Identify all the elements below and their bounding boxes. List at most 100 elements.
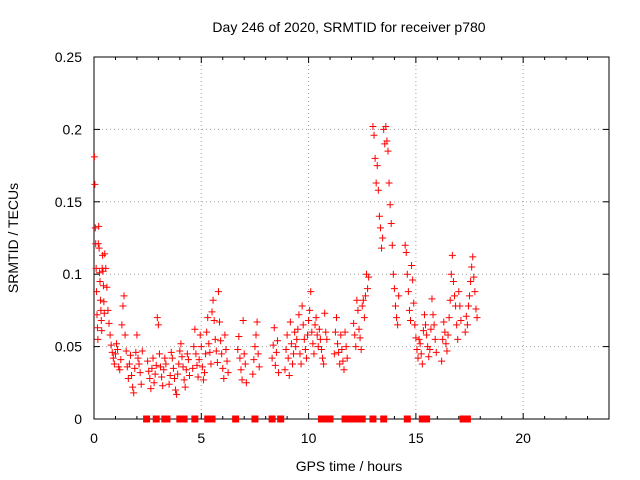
data-point [342,343,350,351]
data-point [126,351,134,359]
data-point [285,372,293,380]
data-point [184,356,192,364]
data-point [114,345,122,353]
data-point [96,296,104,304]
data-point [297,360,305,368]
data-point [471,288,479,296]
data-point [221,331,229,339]
data-point [149,354,157,362]
data-point [103,283,111,291]
data-point [128,372,136,380]
data-point [464,302,472,310]
data-point [356,334,364,342]
data-point [191,325,199,333]
data-point [105,319,113,327]
data-point [208,308,216,316]
data-point [361,292,369,300]
data-point [466,292,474,300]
zero-marker [403,415,411,423]
data-point [170,374,178,382]
data-point [118,321,126,329]
data-point [122,347,130,355]
data-point [379,234,387,242]
data-point [91,180,99,188]
data-point [168,354,176,362]
data-point [159,382,167,390]
data-point [194,373,202,381]
data-point [431,335,439,343]
data-point [312,314,320,322]
zero-marker [208,415,216,423]
data-point [145,367,153,375]
data-point [453,321,461,329]
data-point [121,331,129,339]
data-point [116,366,124,374]
data-point [93,288,101,296]
data-point [96,277,104,285]
data-point [292,343,300,351]
data-point [321,309,329,317]
data-point [268,354,276,362]
data-point [212,347,220,355]
data-point [100,309,108,317]
data-point [174,370,182,378]
data-point [211,335,219,343]
data-point [119,302,127,310]
data-point [133,331,141,339]
data-point [417,350,425,358]
data-point [388,241,396,249]
data-point [286,318,294,326]
data-point [169,364,177,372]
y-axis-title: SRMTID / TECUs [5,183,21,293]
data-point [185,372,193,380]
data-point [441,328,449,336]
data-point [350,319,358,327]
data-point [290,350,298,358]
data-point [352,343,360,351]
data-point [234,345,242,353]
data-point [412,334,420,342]
data-point [136,369,144,377]
data-point [409,276,417,284]
data-point [339,357,347,365]
data-point [240,350,248,358]
data-point [275,369,283,377]
data-point [176,347,184,355]
data-point [387,220,395,228]
y-tick-label: 0.25 [55,49,82,65]
data-point [282,345,290,353]
chart-title: Day 246 of 2020, SRMTID for receiver p78… [212,19,485,35]
data-point [94,240,102,248]
zero-marker [251,415,259,423]
data-point [130,389,138,397]
data-point [323,335,331,343]
data-point [449,277,457,285]
data-point [307,288,315,296]
data-point [104,306,112,314]
data-point [390,285,398,293]
data-point [213,359,221,367]
x-tick-label: 10 [301,430,317,446]
data-point [446,296,454,304]
data-point [354,306,362,314]
data-point [203,328,211,336]
data-point [423,331,431,339]
data-point [93,324,101,332]
data-point [181,383,189,391]
data-point [210,317,218,325]
data-point [115,363,123,371]
data-point [102,264,110,272]
data-point [92,264,100,272]
data-point [175,360,183,368]
data-point [192,350,200,358]
data-point [411,321,419,329]
data-point [351,331,359,339]
data-point [438,357,446,365]
data-point [439,335,447,343]
data-point [281,366,289,374]
data-point [316,335,324,343]
data-point [445,314,453,322]
data-point [236,354,244,362]
y-tick-label: 0.2 [63,121,83,137]
